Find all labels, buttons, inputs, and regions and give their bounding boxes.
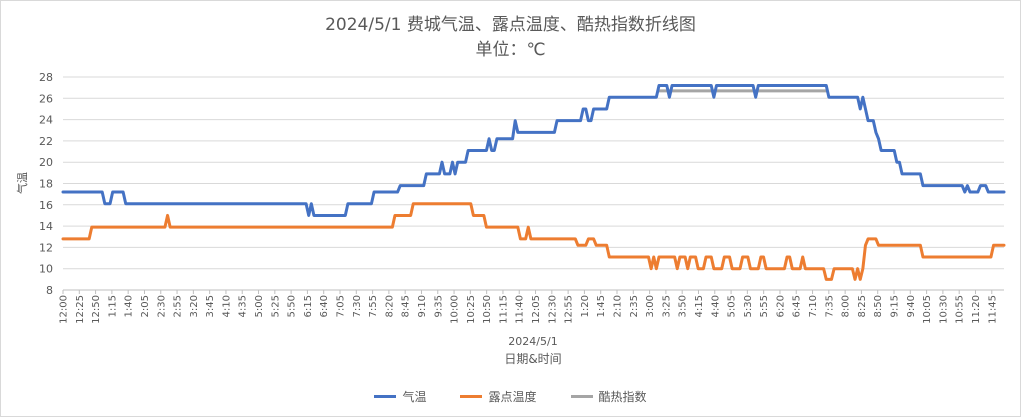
x-tick-label: 1:40 [124,295,135,317]
y-tick-label: 8 [46,284,53,297]
chart-subtitle: 单位：℃ [475,40,546,60]
legend-label: 酷热指数 [598,390,647,404]
x-tick-label: 4:15 [694,295,705,317]
x-tick-label: 1:20 [580,295,591,317]
x-tick-label: 12:00 [59,295,70,324]
y-tick-label: 24 [39,114,53,127]
x-tick-label: 5:00 [254,295,265,317]
x-tick-label: 5:50 [287,295,298,317]
y-axis-label: 气温 [15,172,29,194]
y-tick-label: 28 [39,71,53,84]
series-line-air-temp [61,84,1006,217]
x-tick-label: 3:25 [661,295,672,317]
legend-label: 气温 [402,390,427,404]
series-line-dew-point [61,202,1006,281]
x-tick-label: 9:35 [433,295,444,317]
x-tick-label: 2:30 [156,295,167,317]
x-tick-label: 10:05 [922,295,933,324]
legend-item-heat-index[interactable]: 酷热指数 [570,388,647,405]
x-tick-label: 3:20 [189,295,200,317]
x-tick-label: 4:40 [710,295,721,317]
x-tick-label: 6:15 [303,295,314,317]
x-tick-label: 3:50 [678,295,689,317]
x-tick-label: 10:30 [938,295,949,324]
y-tick-label: 10 [39,263,53,276]
x-tick-label: 1:15 [107,295,118,317]
x-tick-label: 9:10 [417,295,428,317]
legend-item-air-temp[interactable]: 气温 [374,388,426,405]
x-tick-label: 7:10 [808,295,819,317]
x-tick-label: 3:00 [645,295,656,317]
x-tick-label: 3:45 [205,295,216,317]
x-tick-label: 10:00 [450,295,461,324]
y-tick-label: 14 [39,220,53,233]
x-tick-label: 12:05 [531,295,542,324]
x-tick-label: 12:25 [75,295,86,324]
legend-swatch-dew-point [460,395,483,398]
x-tick-label: 2:10 [613,295,624,317]
legend-swatch-heat-index [570,395,593,398]
x-tick-label: 4:35 [238,295,249,317]
x-tick-label: 2:55 [173,295,184,317]
y-tick-label: 22 [39,135,53,148]
x-axis-label: 日期&时间 [504,352,561,366]
x-tick-label: 11:45 [987,295,998,324]
x-tick-label: 12:55 [564,295,575,324]
x-tick-label: 11:15 [498,295,509,324]
chart-title: 2024/5/1 费城气温、露点温度、酷热指数折线图 [325,15,696,35]
x-tick-label: 2:35 [629,295,640,317]
y-tick-label: 18 [39,178,53,191]
x-tick-label: 11:20 [971,295,982,324]
x-tick-label: 7:30 [352,295,363,317]
y-tick-label: 16 [39,199,53,212]
x-tick-label: 4:10 [221,295,232,317]
x-tick-label: 5:55 [759,295,770,317]
y-tick-label: 20 [39,156,53,169]
x-tick-label: 8:25 [857,295,868,317]
x-tick-label: 12:30 [547,295,558,324]
legend-swatch-air-temp [374,395,397,398]
legend-item-dew-point[interactable]: 露点温度 [460,388,537,405]
x-tick-label: 5:25 [270,295,281,317]
x-tick-label: 8:50 [873,295,884,317]
x-tick-label: 8:00 [841,295,852,317]
x-tick-label: 6:45 [792,295,803,317]
x-tick-label: 10:55 [955,295,966,324]
x-tick-label: 12:50 [91,295,102,324]
x-tick-label: 6:20 [775,295,786,317]
x-tick-label: 8:20 [384,295,395,317]
x-tick-label: 10:25 [466,295,477,324]
x-tick-label: 7:05 [336,295,347,317]
x-tick-label: 5:05 [727,295,738,317]
legend: 气温 露点温度 酷热指数 [0,388,1021,405]
x-tick-label: 6:40 [319,295,330,317]
x-tick-label: 9:15 [890,295,901,317]
x-tick-label: 10:50 [482,295,493,324]
x-tick-label: 9:40 [906,295,917,317]
x-axis-date-label: 2024/5/1 [508,335,557,348]
x-tick-label: 8:45 [401,295,412,317]
x-tick-label: 2:05 [140,295,151,317]
x-tick-label: 5:30 [743,295,754,317]
x-tick-label: 11:40 [515,295,526,324]
y-tick-label: 26 [39,92,53,105]
x-tick-label: 7:55 [368,295,379,317]
y-tick-label: 12 [39,241,53,254]
x-tick-label: 7:35 [824,295,835,317]
legend-label: 露点温度 [488,390,537,404]
x-tick-label: 1:45 [596,295,607,317]
